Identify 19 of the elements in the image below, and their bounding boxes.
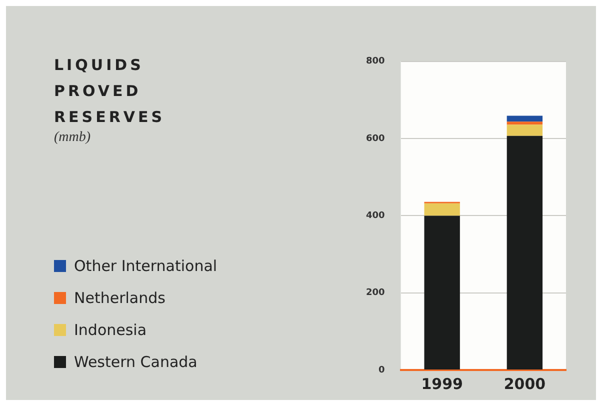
- bar: [506, 136, 543, 370]
- bar: [506, 116, 543, 122]
- legend-label: Netherlands: [74, 289, 166, 307]
- x-tick-label: 1999: [421, 374, 463, 393]
- y-tick-label: 400: [366, 211, 385, 222]
- bar: [506, 122, 543, 125]
- y-tick-label: 200: [366, 288, 385, 298]
- bar: [424, 216, 460, 370]
- y-tick-label: 600: [366, 134, 385, 144]
- x-tick-label: 2000: [504, 374, 546, 393]
- legend-label: Indonesia: [74, 321, 147, 339]
- legend-label: Western Canada: [74, 353, 198, 371]
- bar: [424, 203, 460, 216]
- bar: [506, 124, 543, 136]
- y-tick-label: 0: [378, 365, 385, 376]
- text: (mmb): [54, 130, 91, 146]
- y-tick-label: 800: [366, 56, 385, 67]
- legend-label: Other International: [74, 257, 218, 275]
- text: LIQUIDS PROVED RESERVES: [54, 55, 166, 128]
